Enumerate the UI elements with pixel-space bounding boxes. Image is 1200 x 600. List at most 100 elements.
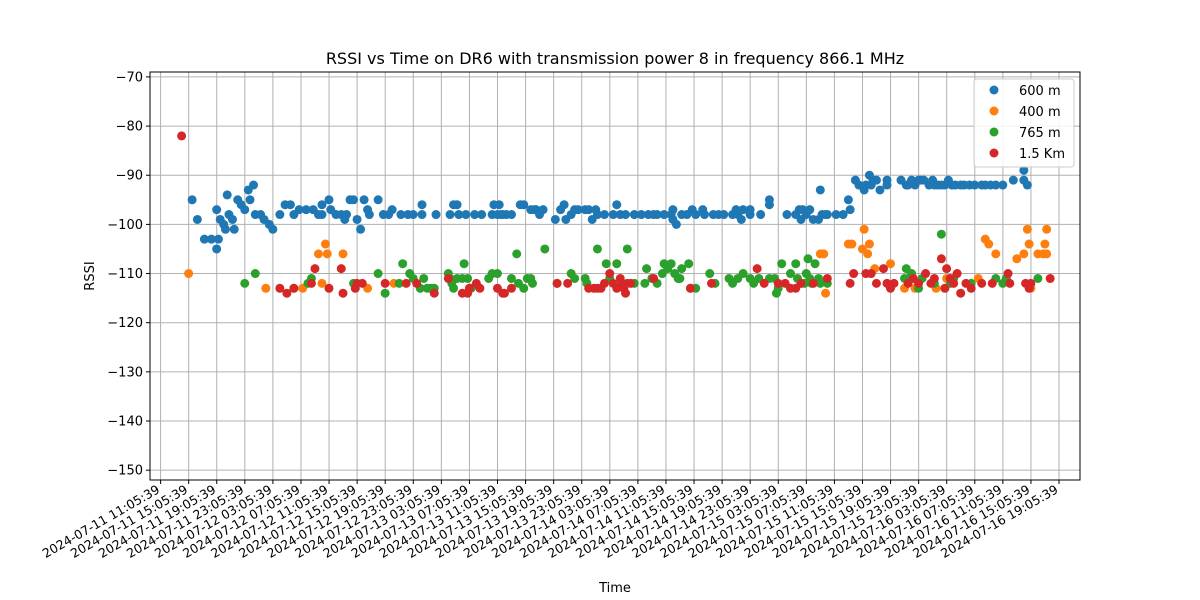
data-point <box>429 288 439 298</box>
data-point <box>336 264 346 274</box>
data-point <box>871 175 881 185</box>
legend-marker <box>989 106 999 116</box>
data-point <box>357 278 367 288</box>
legend-item-600m: 600 m <box>989 84 1061 99</box>
data-point <box>966 283 976 293</box>
data-point <box>540 244 550 254</box>
data-point <box>470 210 480 220</box>
data-point <box>796 278 806 288</box>
series-0 <box>187 165 1032 254</box>
data-point <box>677 264 687 274</box>
data-point <box>306 278 316 288</box>
data-point <box>519 283 529 293</box>
chart-title: RSSI vs Time on DR6 with transmission po… <box>326 49 904 68</box>
data-point <box>752 264 762 274</box>
data-point <box>445 210 455 220</box>
data-point <box>245 195 255 205</box>
data-point <box>506 273 516 283</box>
data-point <box>452 200 462 210</box>
data-point <box>512 249 522 259</box>
data-point <box>550 214 560 224</box>
data-point <box>396 210 406 220</box>
data-point <box>380 278 390 288</box>
y-tick-label: −130 <box>107 365 143 380</box>
legend-label: 600 m <box>1019 84 1061 99</box>
data-point <box>177 131 187 141</box>
data-point <box>282 288 292 298</box>
legend-label: 765 m <box>1019 126 1061 141</box>
data-point <box>773 278 783 288</box>
data-point <box>192 214 202 224</box>
data-point <box>249 180 259 190</box>
data-point <box>394 278 404 288</box>
data-point <box>859 224 869 234</box>
data-point <box>499 288 509 298</box>
data-point <box>443 273 453 283</box>
data-point <box>782 210 792 220</box>
plot-frame <box>149 71 1081 481</box>
data-point <box>227 214 237 224</box>
data-point <box>1026 278 1036 288</box>
data-point <box>320 239 330 249</box>
series-1 <box>184 224 1052 298</box>
data-point <box>1019 165 1029 175</box>
data-point <box>477 210 487 220</box>
data-point <box>356 224 366 234</box>
data-point <box>821 288 831 298</box>
data-point <box>875 185 885 195</box>
legend-marker <box>989 85 999 95</box>
data-point <box>705 269 715 279</box>
data-point <box>785 269 795 279</box>
data-point <box>949 278 959 288</box>
data-point <box>563 278 573 288</box>
data-point <box>419 273 429 283</box>
data-point <box>349 195 359 205</box>
data-point <box>621 210 631 220</box>
data-point <box>261 283 271 293</box>
data-point <box>803 254 813 264</box>
data-point <box>401 278 411 288</box>
data-point <box>506 210 516 220</box>
data-point <box>599 210 609 220</box>
data-point <box>849 269 859 279</box>
data-point <box>936 254 946 264</box>
data-point <box>506 283 516 293</box>
data-point <box>373 195 383 205</box>
data-point <box>1024 239 1034 249</box>
data-point <box>866 269 876 279</box>
legend-box <box>973 78 1075 168</box>
y-tick-label: −140 <box>107 415 143 430</box>
data-point <box>745 205 755 215</box>
data-point <box>338 288 348 298</box>
data-point <box>952 269 962 279</box>
data-point <box>921 269 931 279</box>
data-point <box>268 224 278 234</box>
data-point <box>815 185 825 195</box>
legend-item-765m: 765 m <box>989 126 1061 141</box>
data-point <box>519 200 529 210</box>
data-point <box>843 195 853 205</box>
data-point <box>464 283 474 293</box>
data-point <box>187 195 197 205</box>
data-point <box>764 200 774 210</box>
data-point <box>626 278 636 288</box>
data-point <box>1022 180 1032 190</box>
legend-marker <box>989 148 999 158</box>
data-point <box>738 205 748 215</box>
data-point <box>977 278 987 288</box>
data-point <box>449 283 459 293</box>
data-point <box>417 210 427 220</box>
data-point <box>991 249 1001 259</box>
data-point <box>685 283 695 293</box>
y-tick-label: −100 <box>107 218 143 233</box>
data-point <box>929 273 939 283</box>
data-point <box>652 210 662 220</box>
data-point <box>601 259 611 269</box>
y-tick-label: −90 <box>116 169 143 184</box>
data-point <box>1040 239 1050 249</box>
data-point <box>475 283 485 293</box>
series-2 <box>240 229 1043 298</box>
data-point <box>612 259 622 269</box>
y-axis-ticks: −70 −80 −90 −100 −110 −120 −130 −140 −150 <box>107 70 150 479</box>
